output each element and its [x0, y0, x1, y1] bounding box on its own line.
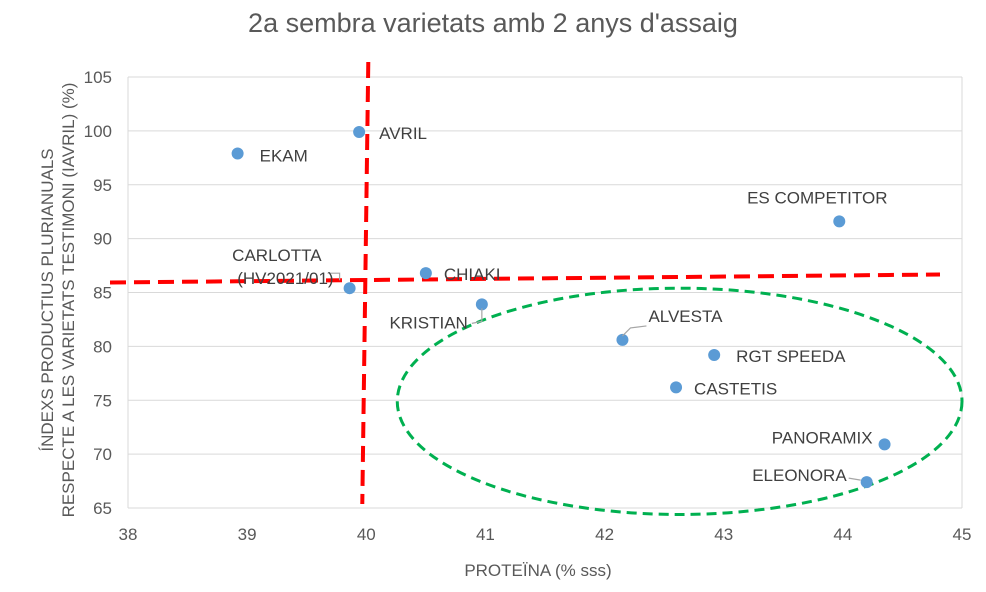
point-label: CHIAKI — [444, 265, 501, 284]
x-tick-label: 44 — [833, 525, 852, 544]
data-point — [670, 381, 683, 394]
data-point — [878, 438, 891, 451]
y-tick-label: 65 — [93, 499, 112, 518]
data-point — [419, 267, 432, 280]
y-tick-label: 70 — [93, 445, 112, 464]
data-point — [475, 298, 488, 311]
data-point — [343, 282, 356, 295]
data-point — [616, 333, 629, 346]
point-label: EKAM — [260, 147, 308, 166]
y-tick-label: 80 — [93, 337, 112, 356]
data-point — [353, 125, 366, 138]
label-leader-line — [622, 325, 647, 337]
point-label: ELEONORA — [752, 466, 847, 485]
point-label: PANORAMIX — [772, 428, 873, 447]
label-leader-line — [327, 272, 341, 281]
point-label: ALVESTA — [648, 307, 723, 326]
point-label: CARLOTTA — [232, 246, 322, 265]
y-tick-label: 95 — [93, 176, 112, 195]
data-point — [833, 215, 846, 228]
x-tick-label: 38 — [119, 525, 138, 544]
label-leader-line — [848, 477, 861, 481]
highlight-ellipse — [395, 286, 964, 516]
vertical-reference-line — [360, 61, 371, 505]
point-label: (HV2021/01) — [237, 269, 333, 288]
x-tick-label: 40 — [357, 525, 376, 544]
point-label: AVRIL — [379, 124, 427, 143]
chart-title: 2a sembra varietats amb 2 anys d'assaig — [248, 8, 738, 38]
horizontal-reference-line — [109, 272, 941, 285]
data-point — [231, 147, 244, 160]
x-tick-label: 39 — [238, 525, 257, 544]
x-tick-label: 41 — [476, 525, 495, 544]
x-tick-label: 43 — [714, 525, 733, 544]
y-tick-label: 105 — [84, 68, 112, 87]
y-tick-label: 90 — [93, 230, 112, 249]
data-point — [708, 348, 721, 361]
point-label: CASTETIS — [694, 379, 777, 398]
y-tick-label: 75 — [93, 391, 112, 410]
data-point — [860, 476, 873, 489]
x-axis-label: PROTEÏNA (% sss) — [464, 561, 612, 580]
y-tick-label: 100 — [84, 122, 112, 141]
y-tick-label: 85 — [93, 284, 112, 303]
x-tick-label: 45 — [953, 525, 972, 544]
point-label: KRISTIAN — [389, 313, 467, 332]
label-leader-line — [471, 308, 483, 324]
x-tick-label: 42 — [595, 525, 614, 544]
point-label: ES COMPETITOR — [747, 188, 887, 207]
point-label: RGT SPEEDA — [736, 347, 846, 366]
